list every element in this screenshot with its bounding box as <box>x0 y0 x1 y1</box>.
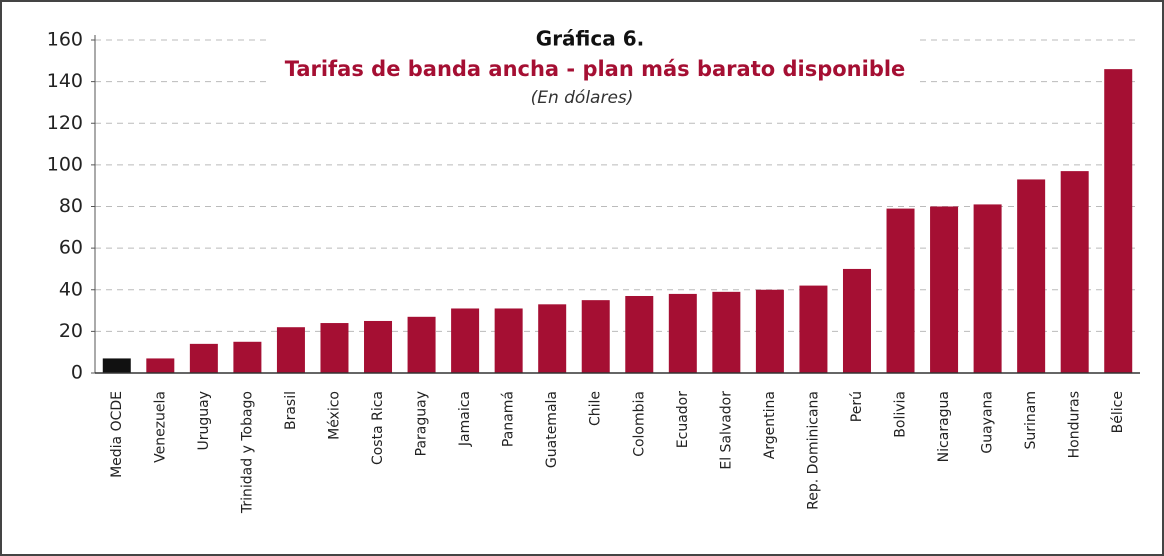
bar <box>886 208 915 373</box>
x-tick-label: Perú <box>849 391 865 422</box>
title-backdrop <box>270 22 920 112</box>
bar <box>755 289 784 373</box>
bar <box>973 204 1002 373</box>
x-tick-label: Nicaragua <box>936 391 952 462</box>
x-tick-label: Paraguay <box>414 391 430 456</box>
x-tick-label: Rep. Dominicana <box>805 391 821 510</box>
x-tick-label: Bélice <box>1110 391 1126 433</box>
x-tick-label: Jamaica <box>457 391 473 447</box>
y-tick-label: 0 <box>71 362 83 384</box>
bar <box>1060 171 1089 373</box>
y-tick-label: 140 <box>47 70 83 92</box>
x-tick-label: Chile <box>588 391 604 426</box>
y-tick-label: 40 <box>59 278 83 300</box>
bar <box>842 268 871 373</box>
chart-subtitle: Tarifas de banda ancha - plan más barato… <box>285 57 906 81</box>
x-tick-label: Colombia <box>631 391 647 457</box>
bar <box>799 285 828 373</box>
x-tick-label: Surinam <box>1023 391 1039 450</box>
bar <box>712 291 741 373</box>
x-tick-label: Bolivia <box>893 391 909 438</box>
x-tick-label: Panamá <box>501 391 517 447</box>
bar <box>1104 69 1133 373</box>
y-tick-label: 80 <box>59 195 83 217</box>
x-tick-label: Costa Rica <box>370 391 386 465</box>
y-tick-label: 160 <box>47 29 83 51</box>
y-tick-label: 60 <box>59 237 83 259</box>
x-tick-label: Venezuela <box>152 391 168 463</box>
bar <box>233 341 262 373</box>
y-tick-label: 100 <box>47 153 83 175</box>
bar <box>146 358 175 373</box>
bar <box>102 358 131 373</box>
bar <box>276 327 305 373</box>
bar <box>538 304 567 373</box>
x-tick-label: Media OCDE <box>109 391 125 478</box>
x-tick-label: Honduras <box>1067 391 1083 458</box>
x-tick-label: Uruguay <box>196 391 212 451</box>
bar <box>407 316 436 373</box>
x-tick-label: Argentina <box>762 391 778 459</box>
bar <box>494 308 523 373</box>
bar <box>364 320 393 373</box>
x-tick-label: Guatemala <box>544 391 560 468</box>
bar <box>625 295 654 373</box>
x-tick-label: México <box>326 391 342 440</box>
bar <box>581 300 610 373</box>
bar <box>189 343 218 373</box>
x-tick-label: Brasil <box>283 391 299 430</box>
bar <box>1017 179 1046 373</box>
x-tick-label: El Salvador <box>718 391 734 470</box>
bar <box>451 308 480 373</box>
x-tick-label: Ecuador <box>675 391 691 448</box>
x-tick-label: Guayana <box>980 391 996 454</box>
y-tick-label: 20 <box>59 320 83 342</box>
bar <box>930 206 959 373</box>
chart-title: Gráfica 6. <box>536 27 644 51</box>
y-tick-label: 120 <box>47 112 83 134</box>
unit-note: (En dólares) <box>531 88 634 108</box>
bar <box>320 323 349 373</box>
bar <box>668 293 697 373</box>
x-tick-label: Trinidad y Tobago <box>239 391 255 514</box>
